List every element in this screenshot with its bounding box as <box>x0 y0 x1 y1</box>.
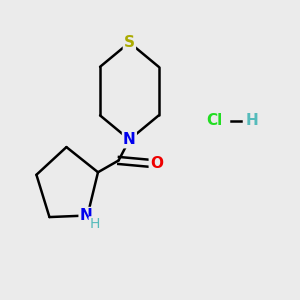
Text: S: S <box>124 35 135 50</box>
Text: Cl: Cl <box>207 113 223 128</box>
Text: N: N <box>123 132 136 147</box>
Text: H: H <box>90 217 100 231</box>
Text: O: O <box>150 156 163 171</box>
Text: N: N <box>80 208 92 223</box>
Text: H: H <box>245 113 258 128</box>
